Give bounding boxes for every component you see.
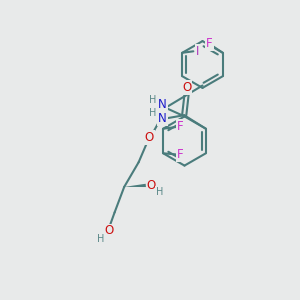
Polygon shape xyxy=(124,184,146,187)
Text: F: F xyxy=(177,120,184,133)
Text: I: I xyxy=(196,45,200,58)
Text: H: H xyxy=(156,187,163,197)
Text: O: O xyxy=(147,179,156,192)
Text: H: H xyxy=(149,108,157,118)
Text: O: O xyxy=(182,81,191,94)
Text: H: H xyxy=(149,95,157,105)
Text: H: H xyxy=(97,234,104,244)
Text: N: N xyxy=(158,112,167,125)
Text: O: O xyxy=(145,131,154,144)
Text: F: F xyxy=(177,148,184,161)
Text: O: O xyxy=(105,224,114,238)
Text: N: N xyxy=(158,98,167,111)
Text: F: F xyxy=(206,37,213,50)
